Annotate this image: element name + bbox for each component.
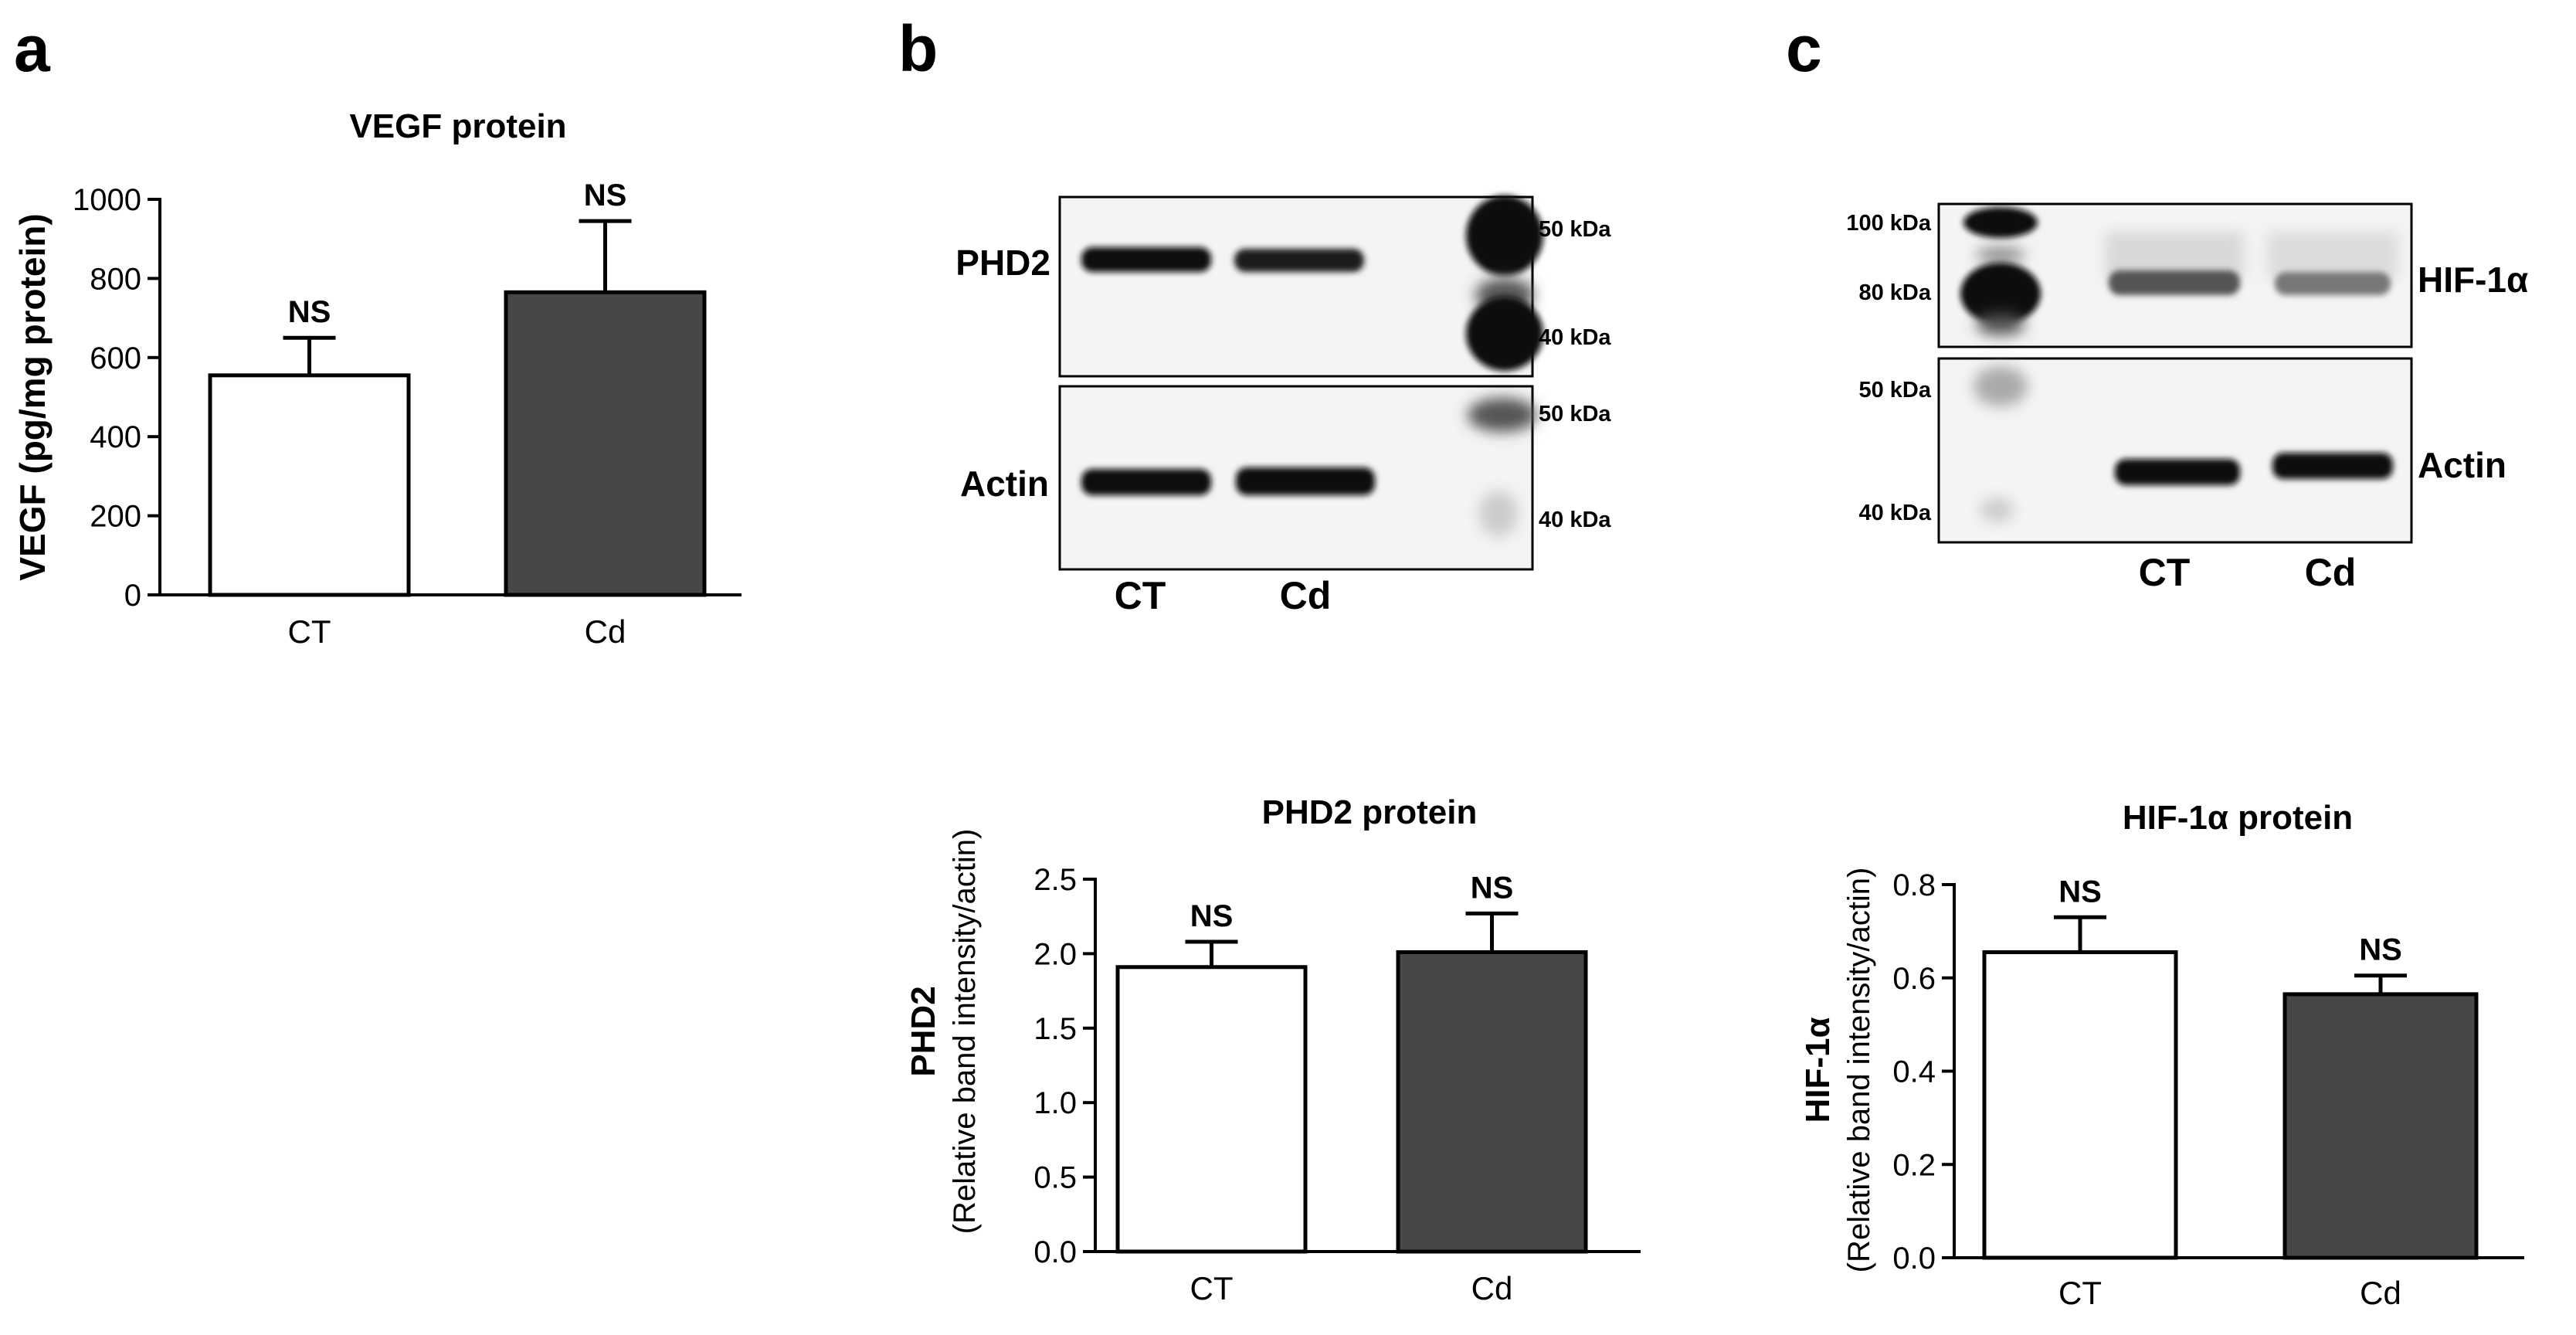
phd2-bar-chart: PHD2 protein PHD2 (Relative band intensity…: [904, 793, 1641, 1306]
vegf-y-tick-label-3: 600: [90, 341, 141, 375]
actin-band-cd-b: [1236, 467, 1375, 495]
vegf-y-tick-label-1: 200: [90, 500, 141, 534]
vegf-bar-ct: [208, 373, 411, 597]
actin-band-cd-c: [2272, 453, 2393, 479]
phd2-band-ct: [1081, 247, 1211, 272]
actin-ladder-50kda-c: [1974, 366, 2028, 406]
vegf-bar-chart: VEGF protein VEGF (pg/mg protein) 0 200 400 6…: [12, 107, 742, 650]
hif1a-y-tick-label-3: 0.6: [1892, 962, 1936, 996]
hif1a-band-ct: [2109, 270, 2240, 295]
hif1a-significance-label-1: NS: [2359, 933, 2402, 967]
actin-band-ct-b: [1081, 469, 1211, 495]
phd2-blot-label: PHD2: [955, 243, 1050, 283]
phd2-y-axis-label: PHD2: [904, 986, 942, 1076]
phd2-category-label-ct: CT: [1190, 1270, 1234, 1306]
hif1a-y-axis-sublabel: (Relative band intensity/actin): [1842, 868, 1876, 1273]
hif1a-y-tick-label-2: 0.4: [1892, 1055, 1936, 1089]
marker-40kda-bottom-b: 40 kDa: [1539, 508, 1611, 532]
phd2-y-tick-label-1: 0.5: [1033, 1161, 1077, 1195]
vegf-category-label-ct: CT: [288, 613, 331, 650]
phd2-bar-ct: [1115, 965, 1308, 1254]
actin-ladder-50kda-b: [1468, 398, 1537, 432]
hif1a-category-label-cd: Cd: [2360, 1275, 2401, 1311]
hif-ladder-faint: [1976, 247, 2025, 263]
panel-letter-b: b: [898, 12, 938, 85]
lane-label-cd-b: Cd: [1280, 574, 1332, 617]
hif1a-smear-cd: [2267, 232, 2398, 278]
hif1a-band-cd: [2275, 272, 2391, 295]
phd2-chart-title: PHD2 protein: [1262, 793, 1478, 831]
marker-40kda-c: 40 kDa: [1858, 501, 1931, 525]
hif-ladder-100kda: [1963, 207, 2038, 238]
actin-ladder-40kda-c: [1980, 498, 2014, 522]
actin-blot-label-b: Actin: [960, 464, 1049, 504]
hif1a-y-tick-label-0: 0.0: [1892, 1242, 1936, 1276]
phd2-y-tick-label-3: 1.5: [1033, 1012, 1077, 1046]
hif-ladder-lower: [1976, 314, 2025, 335]
vegf-significance-label-1: NS: [584, 178, 627, 212]
hif1a-bar-ct: [1982, 950, 2178, 1260]
marker-80kda-c: 80 kDa: [1858, 280, 1931, 305]
phd2-blot-membrane: [1058, 195, 1534, 378]
vegf-y-tick-label-2: 400: [90, 420, 141, 454]
hif1a-bar-chart: HIF-1α protein HIF-1α (Relative band inten…: [1799, 799, 2524, 1311]
hif1a-y-tick-label-4: 0.8: [1892, 868, 1936, 902]
lane-label-cd-c: Cd: [2305, 551, 2357, 594]
vegf-y-tick-label-4: 800: [90, 262, 141, 296]
marker-50kda-c: 50 kDa: [1858, 378, 1931, 403]
marker-50kda-bottom-b: 50 kDa: [1539, 402, 1611, 426]
phd2-significance-label-0: NS: [1190, 899, 1234, 933]
marker-50kda-top-b: 50 kDa: [1539, 217, 1611, 242]
hif1a-y-axis-label: HIF-1α: [1799, 1017, 1837, 1123]
phd2-bar-cd: [1396, 949, 1588, 1254]
hif1a-bar-cd: [2282, 992, 2479, 1260]
hif1a-significance-label-0: NS: [2058, 875, 2102, 909]
phd2-western-blot: PHD2 Actin 50 kDa 40 kDa 50 kDa 40 kDa C…: [955, 195, 1611, 617]
vegf-category-label-cd: Cd: [585, 613, 626, 650]
actin-ladder-faint-b: [1479, 491, 1518, 537]
hif1a-chart-title: HIF-1α protein: [2123, 799, 2353, 837]
phd2-y-tick-label-4: 2.0: [1033, 937, 1077, 971]
phd2-y-tick-label-2: 1.0: [1033, 1086, 1077, 1120]
phd2-significance-label-1: NS: [1471, 871, 1514, 905]
lane-label-ct-b: CT: [1115, 574, 1166, 617]
phd2-y-tick-label-5: 2.5: [1033, 863, 1077, 897]
panel-letter-c: c: [1786, 12, 1822, 85]
ladder-band-50kda: [1466, 195, 1543, 276]
actin-blot-label-c: Actin: [2418, 445, 2506, 485]
marker-100kda-c: 100 kDa: [1846, 211, 1932, 236]
hif-ladder-80kda: [1960, 263, 2041, 324]
phd2-category-label-cd: Cd: [1471, 1270, 1513, 1306]
vegf-chart-title: VEGF protein: [349, 107, 566, 145]
hif1a-blot-label: HIF-1α: [2418, 260, 2528, 300]
vegf-bar-cd: [504, 290, 707, 597]
phd2-band-cd: [1234, 249, 1364, 272]
vegf-y-axis-label: VEGF (pg/mg protein): [12, 213, 53, 580]
marker-40kda-top-b: 40 kDa: [1539, 325, 1611, 350]
vegf-significance-label-0: NS: [288, 295, 331, 329]
phd2-y-axis-sublabel: (Relative band intensity/actin): [948, 829, 982, 1235]
hif1a-y-tick-label-1: 0.2: [1892, 1148, 1936, 1182]
hif1a-category-label-ct: CT: [2058, 1275, 2102, 1311]
lane-label-ct-c: CT: [2139, 551, 2191, 594]
panel-letter-a: a: [14, 12, 51, 85]
hif1a-western-blot: HIF-1α Actin 100 kDa 80 kDa 50 kDa 40 kD…: [1846, 202, 2528, 594]
ladder-band-40kda: [1466, 297, 1543, 371]
phd2-y-tick-label-0: 0.0: [1033, 1235, 1077, 1269]
vegf-y-tick-label-5: 1000: [73, 183, 141, 217]
vegf-y-tick-label-0: 0: [124, 579, 141, 613]
actin-band-ct-c: [2115, 459, 2240, 485]
